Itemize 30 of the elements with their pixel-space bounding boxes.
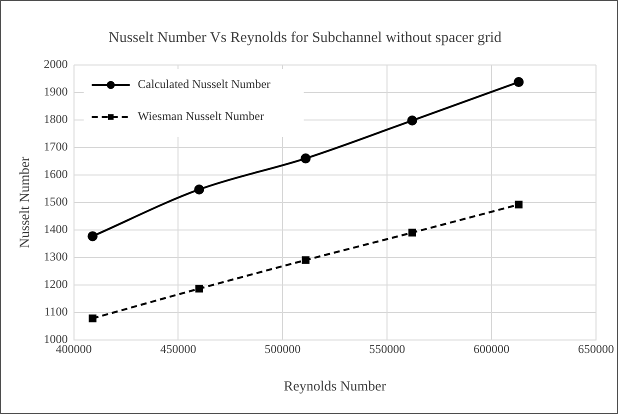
x-tick-label: 550000 bbox=[369, 342, 406, 356]
point bbox=[514, 77, 524, 88]
chart-title: Nusselt Number Vs Reynolds for Subchannel without spacer grid bbox=[108, 30, 502, 46]
y-tick-label: 2000 bbox=[44, 57, 68, 72]
point bbox=[88, 314, 96, 322]
y-tick-label: 1900 bbox=[44, 84, 68, 99]
legend-label: Wiesman Nusselt Number bbox=[138, 109, 264, 124]
y-tick-label: 1100 bbox=[44, 304, 68, 318]
y-tick-label: 1800 bbox=[44, 112, 68, 126]
y-tick-label: 1600 bbox=[44, 167, 68, 182]
x-tick-label: 450000 bbox=[160, 342, 196, 356]
legend-label: Calculated Nusselt Number bbox=[138, 77, 270, 92]
x-tick-label: 600000 bbox=[474, 342, 510, 356]
y-tick-label: 1500 bbox=[44, 194, 68, 209]
point bbox=[514, 200, 523, 208]
point bbox=[407, 116, 418, 126]
x-tick-label: 650000 bbox=[578, 342, 614, 356]
point bbox=[408, 228, 416, 236]
point bbox=[300, 153, 311, 164]
y-tick-label: 1400 bbox=[44, 222, 68, 236]
point bbox=[195, 284, 203, 293]
point bbox=[194, 184, 204, 194]
x-tick-label: 500000 bbox=[264, 342, 301, 356]
y-tick-label: 1200 bbox=[44, 276, 68, 291]
y-axis-title: Nusselt Number bbox=[18, 156, 34, 248]
point bbox=[302, 256, 310, 264]
point bbox=[88, 231, 98, 242]
x-axis-title: Reynolds Number bbox=[284, 379, 386, 394]
y-tick-label: 1700 bbox=[44, 140, 68, 154]
y-tick-label: 1300 bbox=[44, 250, 68, 264]
